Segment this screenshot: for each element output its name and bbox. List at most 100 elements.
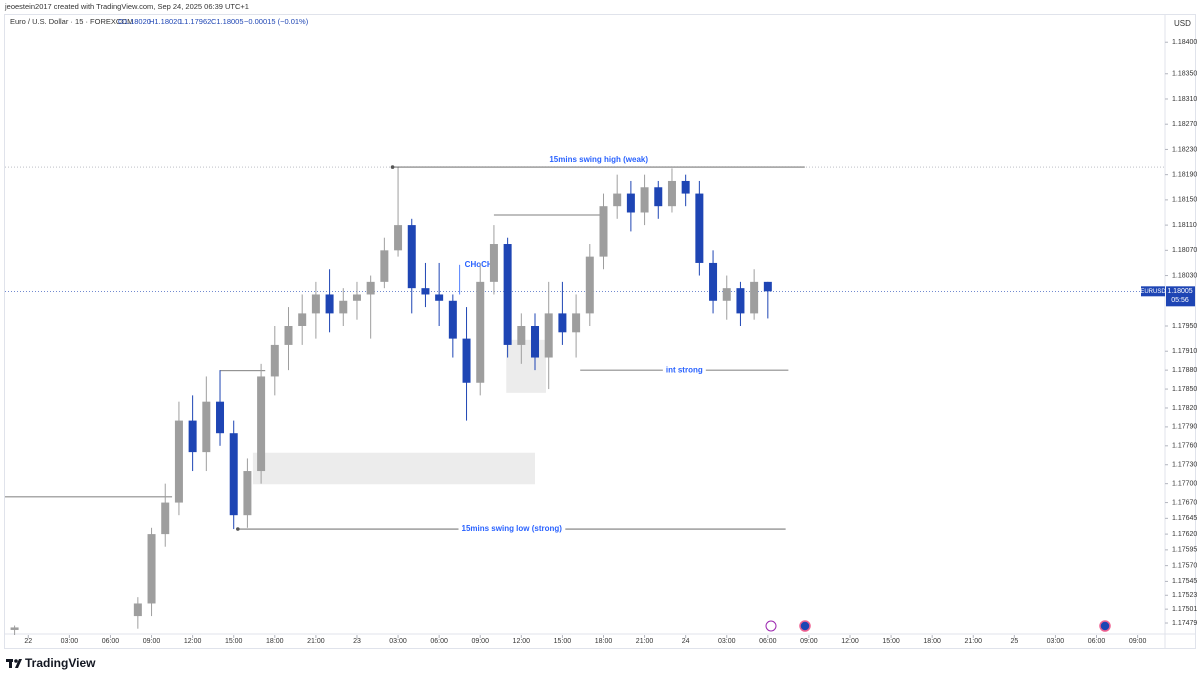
candle-body [339,300,348,314]
level-label: 15mins swing high (weak) [549,155,648,164]
ohlc-high: H1.18020 [149,17,182,26]
x-tick-label: 09:00 [800,638,818,645]
x-tick-label: 24 [682,638,690,645]
ohlc-low: L1.17962 [180,17,211,26]
y-tick-label: 1.17790 [1172,424,1197,431]
candle-body [407,225,416,289]
candle-body [613,193,622,207]
event-icons [765,620,1111,632]
label-bg [458,524,566,534]
candle-body [544,313,553,358]
y-tick-label: 1.17545 [1172,578,1197,585]
x-tick-label: 25 [1010,638,1018,645]
x-tick-label: 06:00 [759,638,777,645]
last-price-label: 1.18005 [1167,288,1192,295]
x-tick-label: 03:00 [1047,638,1065,645]
candle-body [640,187,649,213]
zone [252,452,536,485]
candle-body [626,193,635,213]
candle-body [270,344,279,377]
candle-body [284,326,293,345]
candle-body [394,225,403,251]
x-tick-label: 18:00 [923,638,941,645]
y-tick-label: 1.18230 [1172,146,1197,153]
ohlc-open: O1.18020 [118,17,151,26]
candle-body [311,294,320,314]
candle-body [421,288,430,295]
candle-body [585,256,594,314]
candle-body [558,313,567,333]
y-tick-label: 1.17670 [1172,499,1197,506]
y-tick-label: 1.17479 [1172,620,1197,627]
candle-body [298,313,307,326]
change: −0.00015 (−0.01%) [244,17,309,26]
level-anchor [236,527,240,531]
candle-body [489,244,498,282]
y-tick-label: 1.17850 [1172,386,1197,393]
candle-body [448,300,457,339]
x-tick-label: 12:00 [841,638,859,645]
candle-body [709,262,718,301]
candle-body [517,326,526,345]
candle-body [325,294,334,314]
candle-body [681,180,690,194]
candle-body [435,294,444,301]
x-tick-label: 09:00 [471,638,489,645]
y-tick-label: 1.17730 [1172,462,1197,469]
y-tick-label: 1.18070 [1172,247,1197,254]
x-tick-label: 15:00 [554,638,572,645]
y-tick-label: 1.17820 [1172,405,1197,412]
x-tick-label: 23 [353,638,361,645]
x-tick-label: 03:00 [389,638,407,645]
candle-body [366,281,375,295]
x-tick-label: 03:00 [718,638,736,645]
candle-body [161,502,170,535]
y-tick-label: 1.18030 [1172,272,1197,279]
x-tick-label: 06:00 [430,638,448,645]
credit: jeoestein2017 created with TradingView.c… [4,2,249,11]
zone [506,339,546,393]
x-tick-label: 18:00 [266,638,284,645]
y-tick-label: 1.17595 [1172,547,1197,554]
logo [6,659,22,668]
y-tick-label: 1.17880 [1172,367,1197,374]
choch-label: CHoCH [465,260,493,269]
candle-body [243,471,252,516]
x-tick-label: 21:00 [636,638,654,645]
candle-body [599,206,608,257]
x-tick-label: 12:00 [513,638,531,645]
symbol-box [1141,286,1165,297]
y-tick-label: 1.18400 [1172,39,1197,46]
x-tick-label: 15:00 [225,638,243,645]
y-tick-label: 1.18350 [1172,71,1197,78]
level-anchor [390,165,395,169]
y-tick-label: 1.17950 [1172,323,1197,330]
candle-body [722,288,731,301]
x-tick-label: 06:00 [1088,638,1106,645]
countdown: 05:56 [1171,297,1189,304]
y-tick-label: 1.17760 [1172,443,1197,450]
candle-body [216,401,225,434]
x-tick-label: 15:00 [882,638,900,645]
x-tick-label: 09:00 [143,638,161,645]
x-tick-label: 18:00 [595,638,613,645]
y-tick-label: 1.17570 [1172,562,1197,569]
x-tick-label: 03:00 [61,638,79,645]
y-tick-label: 1.18270 [1172,121,1197,128]
candle-body [572,313,581,333]
candle-body [503,244,512,345]
candle-body [352,294,361,301]
candle-body [531,326,540,358]
candle-body [188,420,197,453]
candle-body [476,281,485,383]
y-tick-label: 1.17645 [1172,515,1197,522]
x-tick-label: 12:00 [184,638,202,645]
symbol-label: EURUSD [1140,289,1166,295]
candle-body [667,180,676,207]
brand: TradingView [25,656,96,670]
y-tick-label: 1.17910 [1172,348,1197,355]
y-tick-label: 1.18310 [1172,96,1197,103]
y-tick-label: 1.17620 [1172,531,1197,538]
